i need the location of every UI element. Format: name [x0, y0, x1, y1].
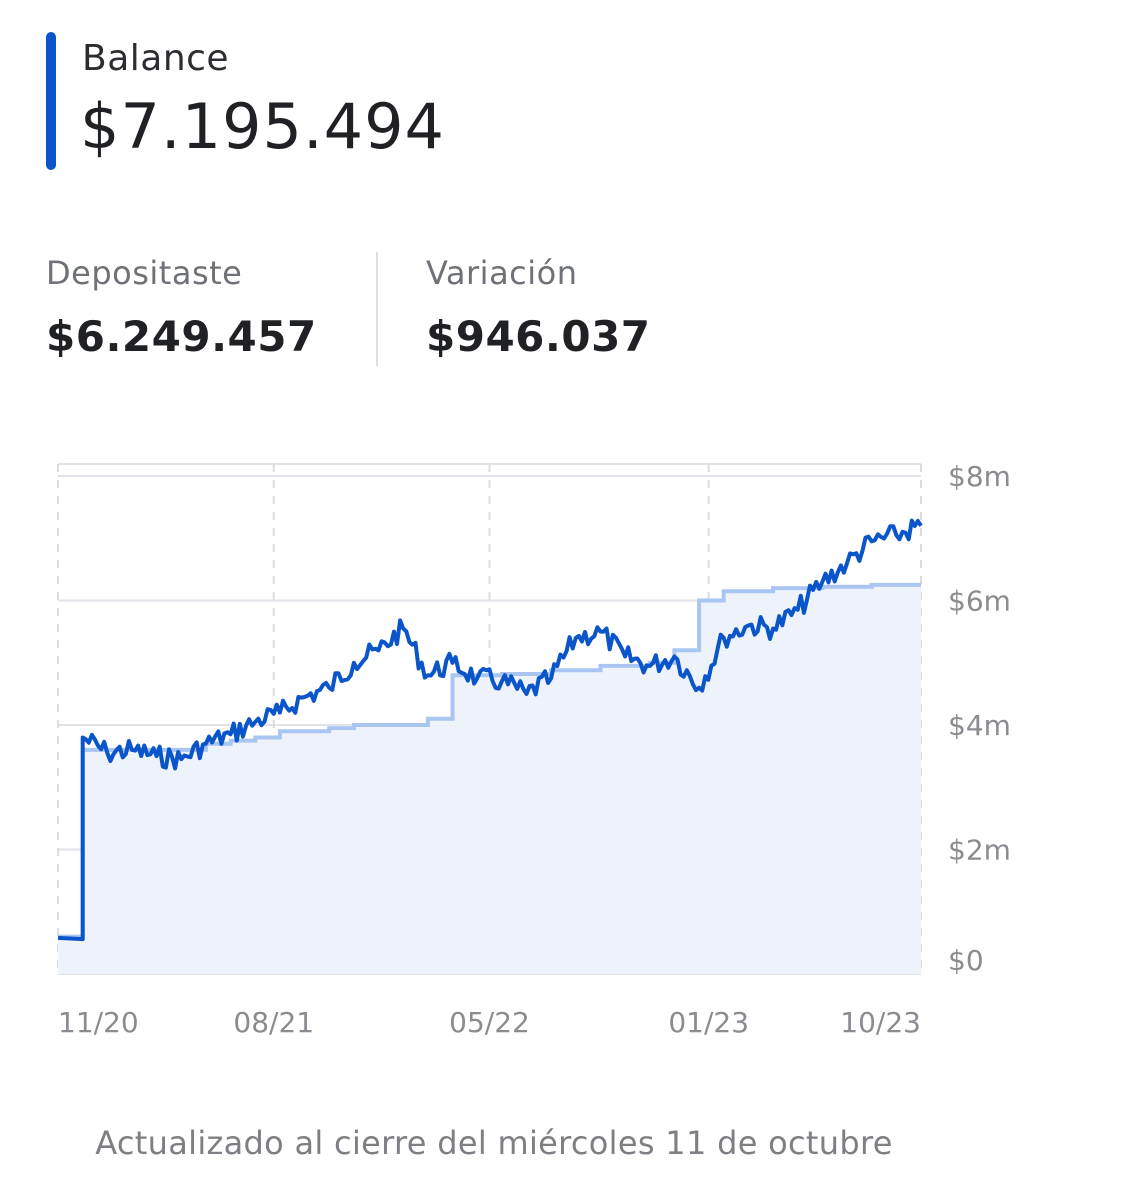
- variation-value: $946.037: [426, 312, 651, 361]
- accent-bar: [46, 32, 56, 170]
- y-axis-ticks: $8m $6m $4m $2m $0: [948, 460, 1011, 977]
- y-tick-label: $8m: [948, 460, 1011, 493]
- deposited-value: $6.249.457: [46, 312, 317, 361]
- x-axis-ticks: 11/20 08/21 05/22 01/23 10/23: [58, 1006, 921, 1039]
- balance-chart[interactable]: $8m $6m $4m $2m $0 11/20 08/21 05/22 01/23 10/23: [0, 440, 1121, 1080]
- x-tick-label: 11/20: [58, 1006, 139, 1039]
- x-tick-label: 08/21: [233, 1006, 314, 1039]
- x-tick-label: 05/22: [449, 1006, 530, 1039]
- stat-divider: [376, 252, 378, 366]
- balance-label: Balance: [82, 38, 230, 79]
- variation-label: Variación: [426, 254, 578, 292]
- updated-note: Actualizado al cierre del miércoles 11 d…: [95, 1124, 893, 1162]
- x-tick-label: 10/23: [840, 1006, 921, 1039]
- chart-lines: [57, 518, 923, 942]
- balance-line: [57, 518, 923, 942]
- deposits-line: [58, 582, 921, 939]
- y-tick-label: $4m: [948, 709, 1011, 742]
- x-tick-label: 01/23: [668, 1006, 749, 1039]
- y-tick-label: $6m: [948, 585, 1011, 618]
- y-tick-label: $0: [948, 944, 984, 977]
- y-tick-label: $2m: [948, 834, 1011, 867]
- deposited-label: Depositaste: [46, 254, 243, 292]
- balance-value: $7.195.494: [80, 90, 445, 163]
